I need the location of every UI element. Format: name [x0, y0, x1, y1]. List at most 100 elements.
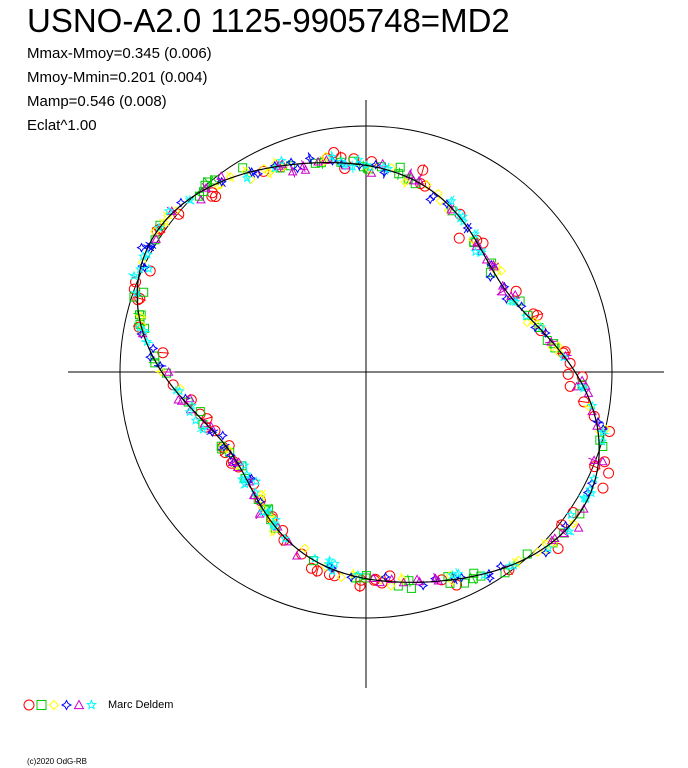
data-point: [576, 380, 587, 391]
series-circle: [128, 147, 615, 593]
data-point: [552, 542, 564, 554]
data-point: [556, 519, 568, 531]
error-bar: [243, 172, 251, 184]
error-bar: [588, 457, 601, 463]
data-point: [386, 581, 396, 591]
data-point: [428, 191, 439, 202]
data-point: [500, 568, 510, 578]
data-point: [300, 543, 310, 553]
data-point: [484, 573, 495, 584]
error-bar: [477, 247, 487, 258]
data-point: [453, 568, 464, 578]
error-bar: [143, 244, 155, 252]
data-point: [262, 506, 274, 516]
data-point: [564, 357, 576, 369]
error-bar: [383, 166, 386, 179]
data-point: [163, 206, 174, 216]
data-point: [361, 160, 372, 170]
error-bar: [470, 228, 479, 240]
data-point: [159, 217, 169, 228]
error-bar: [559, 529, 570, 538]
data-point: [470, 246, 481, 257]
data-point: [589, 461, 601, 473]
data-point: [597, 482, 609, 494]
data-point: [377, 158, 388, 168]
error-bar: [488, 262, 500, 272]
data-point: [328, 147, 340, 159]
data-point: [510, 296, 521, 307]
data-point: [481, 254, 492, 264]
data-point: [546, 535, 557, 545]
data-point: [408, 175, 419, 185]
stat-mmax-mmoy: Mmax-Mmoy=0.345 (0.006): [27, 45, 212, 62]
legend-symbol-triangle: [73, 699, 85, 710]
data-point: [254, 508, 265, 518]
data-point: [175, 383, 186, 394]
error-bar: [185, 195, 195, 205]
error-bar: [162, 211, 173, 220]
data-point: [155, 220, 165, 230]
data-point: [196, 194, 206, 204]
data-point: [598, 423, 609, 434]
data-point: [251, 476, 262, 486]
error-bar: [130, 290, 143, 296]
data-point: [175, 197, 186, 208]
error-bar: [301, 159, 306, 173]
data-point: [587, 406, 597, 416]
error-bar: [148, 362, 162, 364]
data-point: [267, 519, 278, 529]
data-point: [321, 155, 332, 164]
data-point: [252, 168, 264, 179]
error-bar: [528, 319, 541, 325]
data-point: [578, 383, 589, 393]
error-bar: [242, 166, 250, 178]
data-point: [311, 565, 323, 577]
data-point: [353, 154, 364, 164]
error-bar: [173, 209, 184, 219]
error-bar: [596, 430, 609, 435]
reference-circle: [119, 125, 613, 619]
data-point: [206, 190, 218, 202]
plot-axes: [68, 100, 664, 688]
data-point: [468, 234, 478, 245]
data-point: [468, 574, 478, 584]
data-point: [400, 177, 410, 187]
series-triangle: [137, 155, 608, 587]
data-point: [264, 168, 274, 178]
data-point: [376, 575, 386, 585]
legend-symbol-square: [36, 700, 47, 710]
data-point: [469, 228, 480, 239]
data-point: [495, 561, 506, 572]
error-bar: [583, 405, 596, 409]
data-point: [597, 426, 608, 437]
data-point: [336, 572, 347, 583]
data-point: [151, 234, 162, 243]
data-point: [558, 352, 569, 362]
data-point: [599, 456, 611, 468]
data-point: [256, 489, 267, 500]
data-point: [304, 153, 315, 164]
error-bar: [564, 527, 575, 536]
data-point: [279, 533, 290, 543]
data-point: [406, 583, 416, 593]
error-bar: [290, 165, 296, 178]
stat-mamp: Mamp=0.546 (0.008): [27, 93, 167, 110]
error-bar: [218, 443, 230, 451]
data-point: [414, 175, 424, 185]
error-bar: [226, 171, 235, 183]
data-point: [458, 216, 469, 226]
error-bar: [315, 564, 320, 578]
error-bar: [203, 176, 212, 188]
data-point: [576, 371, 588, 383]
error-bar: [420, 164, 425, 177]
error-bar: [433, 572, 439, 585]
series-star5: [128, 150, 609, 580]
data-point: [326, 563, 338, 574]
data-point: [239, 473, 250, 484]
error-bar: [206, 429, 219, 435]
data-point: [394, 169, 404, 179]
data-point: [598, 456, 608, 466]
data-point: [588, 473, 599, 484]
data-point: [186, 400, 197, 410]
data-point: [395, 162, 405, 172]
